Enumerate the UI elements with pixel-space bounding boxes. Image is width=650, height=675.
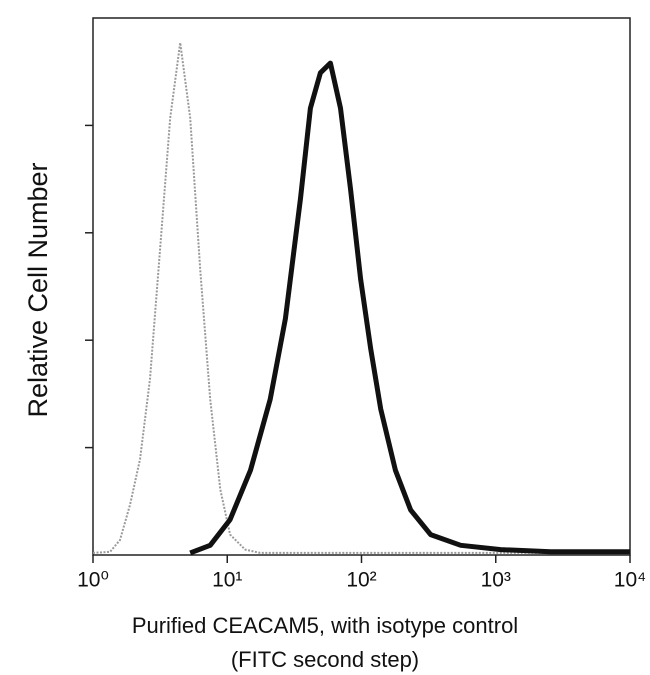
y-axis-label: Relative Cell Number <box>23 162 53 417</box>
x-tick-label: 10² <box>346 569 376 592</box>
histogram-line <box>92 41 630 554</box>
x-tick-label: 10⁰ <box>77 569 109 592</box>
x-axis-label: Purified CEACAM5, with isotype control <box>132 613 518 638</box>
x-tick-label: 10¹ <box>212 569 242 592</box>
x-axis-label: (FITC second step) <box>231 647 419 672</box>
histogram-line <box>189 60 630 556</box>
x-tick-label: 10⁴ <box>614 569 646 592</box>
x-tick-label: 10³ <box>481 569 511 592</box>
